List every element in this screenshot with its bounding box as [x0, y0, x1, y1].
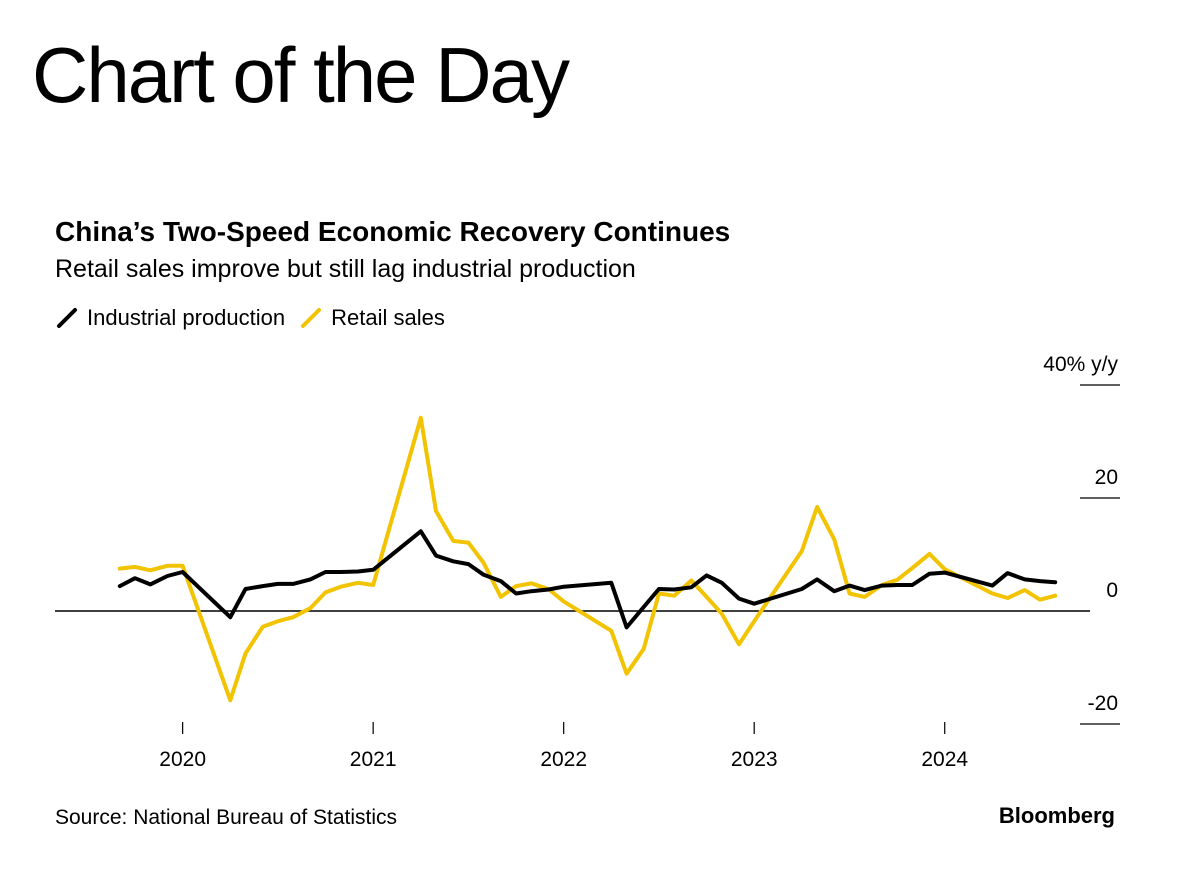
chart-legend: Industrial production Retail sales	[55, 305, 459, 331]
chart-title: China’s Two-Speed Economic Recovery Cont…	[55, 216, 731, 247]
series-line-retail-sales	[117, 415, 1058, 703]
legend-item-industrial-production: Industrial production	[55, 305, 285, 331]
source-note: Source: National Bureau of Statistics	[55, 806, 398, 829]
page-title: Chart of the Day	[32, 31, 570, 119]
bloomberg-logo: Bloomberg	[998, 803, 1115, 828]
y-tick-label: 20	[1095, 466, 1118, 489]
x-tick-label: 2020	[159, 748, 206, 771]
x-tick-label: 2024	[921, 748, 968, 771]
x-tick-label: 2022	[540, 748, 587, 771]
legend-swatch-industrial-production	[57, 308, 77, 328]
x-tick-label: 2021	[350, 748, 397, 771]
y-tick-label: 0	[1106, 579, 1118, 602]
y-tick-label: 40% y/y	[1043, 353, 1118, 376]
series-line-industrial-production	[117, 529, 1058, 630]
chart-subtitle: Retail sales improve but still lag indus…	[55, 255, 636, 283]
y-tick-label: -20	[1088, 692, 1118, 715]
legend-swatch-retail-sales	[301, 308, 322, 328]
x-tick-label: 2023	[731, 748, 778, 771]
legend-item-retail-sales: Retail sales	[299, 305, 445, 331]
legend-label-retail-sales: Retail sales	[331, 305, 445, 330]
legend-label-industrial-production: Industrial production	[87, 305, 286, 330]
